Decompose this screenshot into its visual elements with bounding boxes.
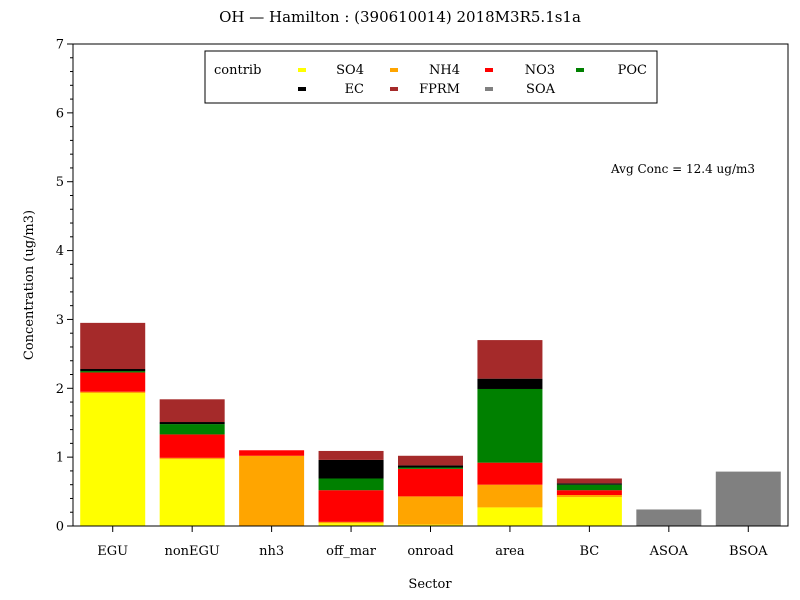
bar-segment-area-FPRM	[477, 340, 543, 379]
bar-segment-off_mar-SO4	[318, 523, 384, 526]
bar-segment-onroad-POC	[398, 467, 463, 469]
bar-segment-EGU-SO4	[80, 393, 146, 526]
legend-label-POC: POC	[618, 63, 647, 78]
x-tick-label-off_mar: off_mar	[326, 544, 377, 559]
legend-swatch-NO3	[485, 68, 493, 72]
legend-items: SO4 NH4 NO3 POC EC FPRM SOA	[298, 63, 647, 97]
legend: contrib SO4 NH4 NO3 POC EC FPRM SOA	[204, 50, 658, 104]
avg-conc-annotation: Avg Conc = 12.4 ug/m3	[610, 162, 755, 176]
bar-segment-ASOA-SOA	[636, 509, 702, 526]
y-axis: 0 1 2 3 4 5 6 7	[56, 38, 73, 535]
x-axis-label: Sector	[408, 577, 452, 592]
bar-segment-EGU-FPRM	[80, 322, 146, 369]
x-tick-label-EGU: EGU	[97, 544, 128, 559]
bar-segment-EGU-NH4	[80, 391, 146, 394]
bar-segment-off_mar-NO3	[318, 490, 384, 522]
bar-segment-nonEGU-NH4	[159, 457, 225, 460]
bar-segment-onroad-EC	[398, 465, 463, 468]
bar-segment-area-EC	[477, 378, 543, 389]
bar-segment-BC-NH4	[556, 495, 622, 498]
bar-segment-onroad-SO4	[398, 524, 463, 526]
bar-segment-nh3-NO3	[239, 450, 305, 456]
bar-segment-onroad-NH4	[398, 496, 463, 525]
bar-segment-nonEGU-FPRM	[159, 399, 225, 423]
bar-segment-EGU-EC	[80, 369, 146, 372]
bar-segment-area-NH4	[477, 484, 543, 508]
x-tick-label-onroad: onroad	[407, 544, 453, 559]
y-tick-label: 4	[56, 244, 64, 259]
bar-segment-onroad-NO3	[398, 468, 463, 497]
y-tick-label: 6	[56, 106, 64, 121]
x-tick-label-area: area	[495, 544, 525, 559]
legend-label-NO3: NO3	[525, 63, 555, 78]
legend-label-FPRM: FPRM	[419, 82, 460, 97]
y-tick-label: 5	[56, 175, 64, 190]
legend-swatch-POC	[576, 68, 584, 72]
legend-label-EC: EC	[345, 82, 364, 97]
legend-title: contrib	[214, 63, 261, 78]
bar-segment-EGU-NO3	[80, 372, 146, 392]
bar-segment-off_mar-FPRM	[318, 450, 384, 460]
bar-segment-area-SO4	[477, 507, 543, 526]
bar-segment-BC-NO3	[556, 490, 622, 496]
x-axis: EGU nonEGU nh3 off_mar onroad area BC ASOA BSOA	[97, 526, 768, 559]
bar-segment-nh3-NH4	[239, 455, 305, 526]
legend-label-NH4: NH4	[429, 63, 460, 78]
bar-segment-nonEGU-SO4	[159, 459, 225, 526]
y-tick-label: 3	[56, 313, 64, 328]
legend-label-SO4: SO4	[336, 63, 364, 78]
bar-segment-BC-FPRM	[556, 478, 622, 484]
y-tick-label: 1	[56, 451, 64, 466]
legend-label-SOA: SOA	[526, 82, 556, 97]
bar-segment-off_mar-NH4	[318, 521, 384, 524]
legend-swatch-SO4	[298, 68, 306, 72]
bar-segment-EGU-POC	[80, 371, 146, 373]
bar-segment-off_mar-POC	[318, 478, 384, 491]
legend-swatch-SOA	[485, 87, 493, 91]
legend-swatch-NH4	[390, 68, 398, 72]
y-tick-label: 2	[56, 382, 64, 397]
legend-swatch-EC	[298, 87, 306, 91]
bar-segment-onroad-FPRM	[398, 455, 463, 466]
bar-segment-area-NO3	[477, 462, 543, 485]
bar-segment-nonEGU-NO3	[159, 434, 225, 458]
bar-segment-BC-SO4	[556, 497, 622, 526]
bar-segment-BC-EC	[556, 483, 622, 485]
bars-group	[80, 322, 781, 526]
y-axis-label: Concentration (ug/m3)	[22, 210, 37, 360]
bar-segment-BSOA-SOA	[715, 471, 781, 526]
legend-box	[204, 50, 658, 104]
chart-title: OH — Hamilton : (390610014) 2018M3R5.1s1…	[219, 8, 581, 26]
bar-segment-nonEGU-POC	[159, 424, 225, 435]
bar-segment-BC-POC	[556, 484, 622, 491]
bar-segment-area-POC	[477, 388, 543, 463]
x-tick-label-nh3: nh3	[259, 544, 284, 559]
legend-swatch-FPRM	[390, 87, 398, 91]
x-tick-label-BC: BC	[580, 544, 600, 559]
y-tick-label: 7	[56, 38, 64, 53]
x-tick-label-nonEGU: nonEGU	[164, 544, 219, 559]
bar-segment-off_mar-EC	[318, 459, 384, 479]
y-tick-label: 0	[56, 520, 64, 535]
x-tick-label-BSOA: BSOA	[729, 544, 768, 559]
x-tick-label-ASOA: ASOA	[649, 544, 689, 559]
bar-segment-nonEGU-EC	[159, 422, 225, 425]
